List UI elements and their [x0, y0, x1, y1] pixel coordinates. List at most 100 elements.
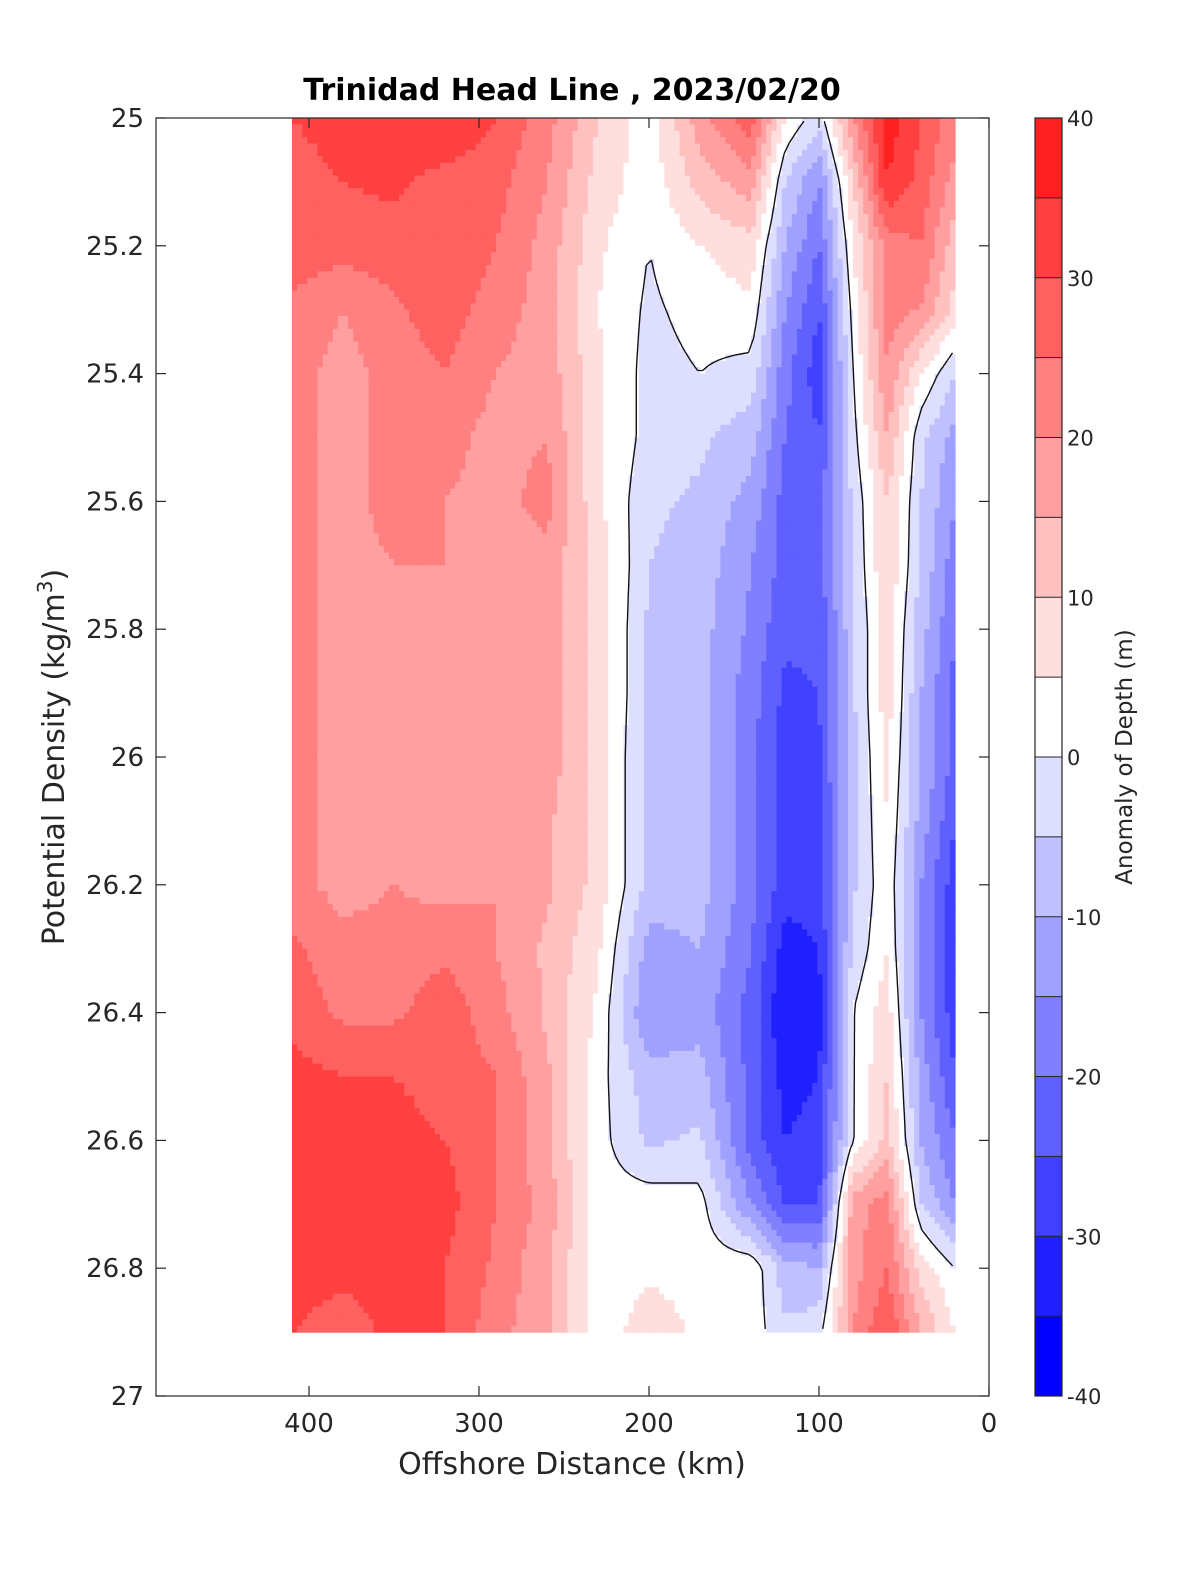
contour-cell [404, 329, 410, 336]
contour-cell [567, 182, 573, 189]
contour-cell [552, 291, 558, 298]
contour-cell [624, 169, 630, 176]
contour-cell [807, 348, 813, 355]
contour-cell [930, 271, 936, 278]
contour-cell [302, 354, 308, 361]
contour-cell [884, 131, 890, 138]
contour-cell [644, 322, 650, 329]
contour-cell [863, 348, 869, 355]
contour-cell [389, 137, 395, 144]
contour-cell [792, 246, 798, 253]
contour-cell [731, 233, 737, 240]
contour-cell [338, 354, 344, 361]
contour-cell [440, 322, 446, 329]
contour-cell [379, 291, 385, 298]
contour-cell [491, 124, 497, 131]
contour-cell [741, 297, 747, 304]
contour-cell [924, 284, 930, 291]
contour-cell [904, 131, 910, 138]
contour-cell [297, 303, 303, 310]
contour-cell [363, 214, 369, 221]
contour-cell [471, 188, 477, 195]
contour-cell [935, 291, 941, 298]
contour-cell [323, 246, 329, 253]
contour-cell [812, 220, 818, 227]
contour-cell [771, 329, 777, 336]
contour-cell [481, 169, 487, 176]
contour-cell [389, 239, 395, 246]
contour-cell [618, 182, 624, 189]
contour-cell [573, 227, 579, 234]
contour-cell [588, 201, 594, 208]
contour-cell [868, 316, 874, 323]
contour-cell [675, 342, 681, 349]
contour-cell [624, 188, 630, 195]
contour-cell [323, 176, 329, 183]
contour-cell [522, 303, 528, 310]
contour-cell [833, 233, 839, 240]
contour-cell [384, 195, 390, 202]
contour-cell [751, 207, 757, 214]
contour-cell [532, 188, 538, 195]
contour-cell [542, 259, 548, 266]
contour-cell [430, 214, 436, 221]
contour-cell [323, 278, 329, 285]
contour-cell [848, 195, 854, 202]
contour-cell [348, 220, 354, 227]
contour-cell [669, 214, 675, 221]
contour-cell [812, 322, 818, 329]
contour-cell [950, 201, 956, 208]
contour-cell [649, 156, 655, 163]
contour-cell [894, 284, 900, 291]
contour-cell [746, 316, 752, 323]
contour-cell [292, 150, 298, 157]
contour-cell [343, 207, 349, 214]
contour-cell [613, 284, 619, 291]
contour-cell [909, 239, 915, 246]
contour-cell [924, 348, 930, 355]
contour-cell [552, 361, 558, 368]
contour-cell [919, 163, 925, 170]
contour-cell [649, 291, 655, 298]
contour-cell [578, 137, 584, 144]
contour-cell [302, 182, 308, 189]
contour-cell [680, 303, 686, 310]
contour-cell [690, 188, 696, 195]
contour-cell [440, 291, 446, 298]
contour-cell [843, 278, 849, 285]
contour-cell [440, 303, 446, 310]
contour-cell [527, 214, 533, 221]
contour-cell [567, 354, 573, 361]
contour-cell [690, 118, 696, 125]
contour-cell [318, 252, 324, 259]
contour-cell [302, 188, 308, 195]
contour-cell [680, 297, 686, 304]
contour-cell [680, 227, 686, 234]
contour-cell [629, 239, 635, 246]
contour-cell [736, 322, 742, 329]
contour-cell [894, 329, 900, 336]
contour-cell [547, 169, 553, 176]
contour-cell [307, 233, 313, 240]
contour-cell [573, 220, 579, 227]
contour-cell [802, 322, 808, 329]
contour-cell [465, 252, 471, 259]
contour-cell [736, 335, 742, 342]
contour-cell [302, 176, 308, 183]
contour-cell [471, 303, 477, 310]
contour-cell [323, 259, 329, 266]
contour-cell [307, 156, 313, 163]
contour-cell [292, 284, 298, 291]
contour-cell [445, 144, 451, 151]
contour-cell [894, 322, 900, 329]
contour-cell [649, 137, 655, 144]
contour-cell [761, 195, 767, 202]
contour-cell [802, 252, 808, 259]
contour-cell [506, 137, 512, 144]
contour-cell [649, 348, 655, 355]
contour-cell [879, 144, 885, 151]
contour-cell [848, 265, 854, 272]
contour-cell [567, 163, 573, 170]
contour-cell [348, 233, 354, 240]
contour-cell [547, 246, 553, 253]
